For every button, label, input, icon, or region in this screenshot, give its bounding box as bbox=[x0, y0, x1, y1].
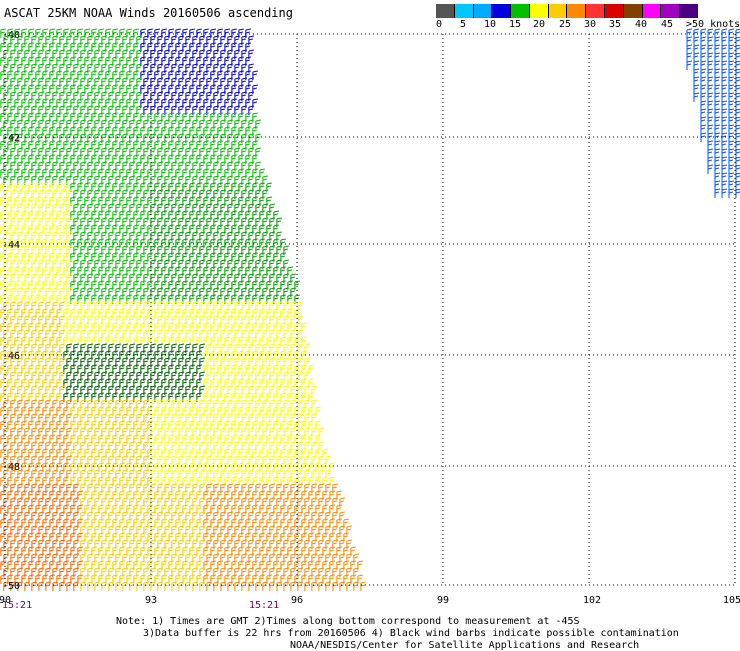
wind-barb bbox=[694, 93, 699, 102]
wind-barb bbox=[736, 149, 740, 158]
note-line-3: NOAA/NESDIS/Center for Satellite Applica… bbox=[290, 640, 639, 651]
x-tick-label: 102 bbox=[583, 595, 601, 606]
note-line-1: Note: 1) Times are GMT 2)Times along bot… bbox=[116, 616, 580, 627]
wind-barb bbox=[736, 29, 740, 38]
wind-barb bbox=[736, 45, 740, 54]
time-label-start: 15:21 bbox=[2, 600, 32, 611]
wind-barb bbox=[736, 165, 740, 174]
time-label-mid: 15:21 bbox=[249, 600, 279, 611]
wind-barb bbox=[361, 582, 366, 591]
y-tick-label: -40 bbox=[2, 30, 20, 41]
y-tick-label: -50 bbox=[2, 581, 20, 592]
wind-barb bbox=[687, 61, 692, 70]
wind-barb bbox=[267, 183, 272, 192]
wind-barb bbox=[316, 407, 321, 416]
wind-barb bbox=[736, 37, 740, 46]
x-tick-label: 105 bbox=[723, 595, 740, 606]
wind-barb bbox=[736, 189, 740, 198]
wind-barb bbox=[736, 133, 740, 142]
wind-barb bbox=[736, 85, 740, 94]
wind-barb bbox=[253, 99, 258, 108]
x-tick-label: 99 bbox=[437, 595, 449, 606]
wind-barbs-layer bbox=[1, 29, 740, 591]
wind-barb bbox=[253, 71, 258, 80]
note-line-2: 3)Data buffer is 22 hrs from 20160506 4)… bbox=[143, 628, 679, 639]
y-tick-label: -42 bbox=[2, 133, 20, 144]
wind-barb bbox=[736, 117, 740, 126]
wind-barb bbox=[736, 109, 740, 118]
wind-barb bbox=[736, 157, 740, 166]
y-tick-label: -46 bbox=[2, 351, 20, 362]
wind-barb bbox=[736, 53, 740, 62]
x-tick-label: 96 bbox=[291, 595, 303, 606]
y-tick-label: -48 bbox=[2, 462, 20, 473]
wind-barb bbox=[253, 85, 258, 94]
x-tick-label: 93 bbox=[145, 595, 157, 606]
wind-barb bbox=[736, 141, 740, 150]
y-tick-label: -44 bbox=[2, 240, 20, 251]
wind-barb bbox=[736, 69, 740, 78]
wind-barb bbox=[715, 189, 720, 198]
wind-barb bbox=[736, 101, 740, 110]
wind-barb bbox=[330, 463, 335, 472]
wind-barb bbox=[736, 93, 740, 102]
wind-barb bbox=[736, 125, 740, 134]
wind-barb bbox=[722, 189, 727, 198]
wind-barb bbox=[708, 165, 713, 174]
wind-barb bbox=[736, 61, 740, 70]
wind-barb bbox=[358, 561, 363, 570]
wind-barb bbox=[736, 173, 740, 182]
wind-barb bbox=[309, 365, 314, 374]
wind-barb bbox=[729, 189, 734, 198]
wind-barb bbox=[736, 77, 740, 86]
wind-barb bbox=[736, 181, 740, 190]
wind-barb bbox=[302, 323, 307, 332]
